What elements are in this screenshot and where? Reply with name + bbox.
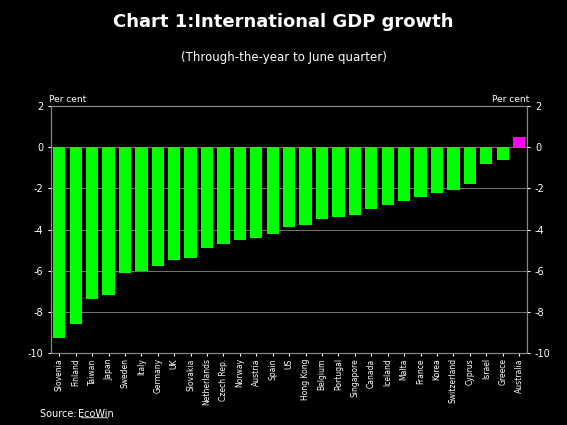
Text: Per cent: Per cent [493,95,530,104]
Bar [151,147,164,266]
Bar [414,147,427,197]
Bar [70,147,82,324]
Bar [431,147,443,193]
Bar [497,147,509,160]
Bar [135,147,147,271]
Bar [447,147,460,190]
Bar [266,147,279,234]
Bar [119,147,131,273]
Bar [382,147,394,205]
Bar [480,147,492,164]
Bar [332,147,345,217]
Text: Chart 1:International GDP growth: Chart 1:International GDP growth [113,13,454,31]
Bar [464,147,476,184]
Bar [184,147,197,258]
Bar [86,147,98,299]
Bar [365,147,378,209]
Text: (Through-the-year to June quarter): (Through-the-year to June quarter) [180,51,387,64]
Text: Source:: Source: [40,408,83,419]
Bar [349,147,361,215]
Text: EcoWin: EcoWin [78,408,114,419]
Bar [168,147,180,260]
Bar [283,147,295,227]
Bar [316,147,328,219]
Bar [53,147,65,338]
Bar [398,147,411,201]
Text: Per cent: Per cent [49,95,86,104]
Bar [234,147,246,240]
Bar [103,147,115,295]
Bar [250,147,263,238]
Bar [513,137,525,147]
Bar [217,147,230,244]
Bar [299,147,312,225]
Bar [201,147,213,248]
